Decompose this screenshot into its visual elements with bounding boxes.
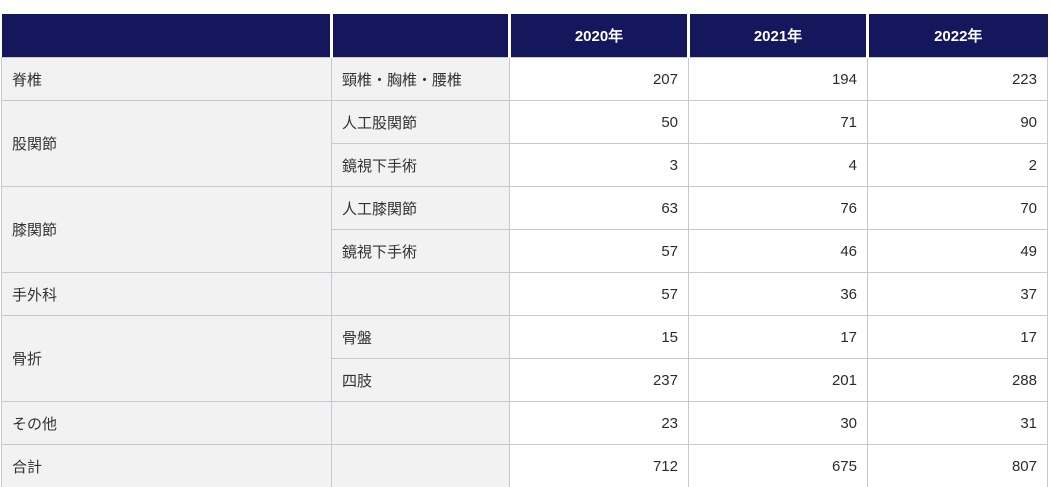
value-cell-2020: 15 — [509, 315, 689, 359]
header-year-2021: 2021年 — [687, 14, 868, 58]
subcategory-cell — [331, 272, 510, 316]
header-row: 2020年 2021年 2022年 — [1, 14, 1048, 58]
value-cell-2022: 288 — [867, 358, 1048, 402]
subcategory-cell: 頸椎・胸椎・腰椎 — [331, 57, 510, 101]
header-year-2020: 2020年 — [508, 14, 689, 58]
value-cell-2021: 675 — [688, 444, 868, 487]
category-cell: 合計 — [1, 444, 332, 487]
value-cell-2021: 4 — [688, 143, 868, 187]
subcategory-cell: 鏡視下手術 — [331, 143, 510, 187]
table-row-kokansetsu-1: 股関節 人工股関節 50 71 90 — [1, 100, 1048, 187]
table-row-kokansetsu-2: 鏡視下手術 3 4 2 — [2, 143, 1048, 187]
value-cell-2021: 30 — [688, 401, 868, 445]
value-cell-2020: 57 — [509, 272, 689, 316]
table-row-hizakansetsu-1: 膝関節 人工膝関節 63 76 70 — [1, 186, 1048, 273]
value-cell-2021: 17 — [688, 315, 868, 359]
category-cell: 手外科 — [1, 272, 332, 316]
category-cell: 股関節 — [1, 100, 332, 187]
header-category-blank — [1, 14, 332, 58]
header-subcategory-blank — [330, 14, 510, 58]
value-cell-2021: 71 — [688, 100, 868, 144]
subcategory-cell: 骨盤 — [331, 315, 510, 359]
table-row-kossetsu-1: 骨折 骨盤 15 17 17 — [1, 315, 1048, 402]
value-cell-2020: 3 — [509, 143, 689, 187]
value-cell-2022: 17 — [867, 315, 1048, 359]
subcategory-cell: 鏡視下手術 — [331, 229, 510, 273]
value-cell-2021: 201 — [688, 358, 868, 402]
value-cell-2021: 46 — [688, 229, 868, 273]
table-row-tegeka: 手外科 57 36 37 — [1, 272, 1048, 316]
value-cell-2021: 36 — [688, 272, 868, 316]
value-cell-2022: 31 — [867, 401, 1048, 445]
subcategory-cell: 四肢 — [331, 358, 510, 402]
table-row-sonota: その他 23 30 31 — [1, 401, 1048, 445]
category-cell: その他 — [1, 401, 332, 445]
subcategory-cell — [331, 401, 510, 445]
value-cell-2020: 207 — [509, 57, 689, 101]
value-cell-2022: 49 — [867, 229, 1048, 273]
value-cell-2020: 57 — [509, 229, 689, 273]
value-cell-2022: 2 — [867, 143, 1048, 187]
value-cell-2020: 712 — [509, 444, 689, 487]
category-cell: 膝関節 — [1, 186, 332, 273]
header-year-2022: 2022年 — [866, 14, 1048, 58]
value-cell-2021: 194 — [688, 57, 868, 101]
category-cell: 骨折 — [1, 315, 332, 402]
value-cell-2022: 223 — [867, 57, 1048, 101]
subcategory-cell — [331, 444, 510, 487]
value-cell-2022: 90 — [867, 100, 1048, 144]
subcategory-cell: 人工股関節 — [331, 100, 510, 144]
value-cell-2020: 23 — [509, 401, 689, 445]
category-cell: 脊椎 — [1, 57, 332, 101]
value-cell-2020: 63 — [509, 186, 689, 230]
table-row-sekitsui: 脊椎 頸椎・胸椎・腰椎 207 194 223 — [1, 57, 1048, 101]
surgery-stats-table: 2020年 2021年 2022年 脊椎 頸椎・胸椎・腰椎 207 194 22… — [1, 14, 1048, 487]
value-cell-2022: 37 — [867, 272, 1048, 316]
value-cell-2022: 70 — [867, 186, 1048, 230]
value-cell-2021: 76 — [688, 186, 868, 230]
value-cell-2020: 50 — [509, 100, 689, 144]
table-row-hizakansetsu-2: 鏡視下手術 57 46 49 — [2, 229, 1048, 273]
subcategory-cell: 人工膝関節 — [331, 186, 510, 230]
value-cell-2020: 237 — [509, 358, 689, 402]
table-row-kossetsu-2: 四肢 237 201 288 — [2, 358, 1048, 402]
table-row-goukei: 合計 712 675 807 — [1, 444, 1048, 487]
value-cell-2022: 807 — [867, 444, 1048, 487]
